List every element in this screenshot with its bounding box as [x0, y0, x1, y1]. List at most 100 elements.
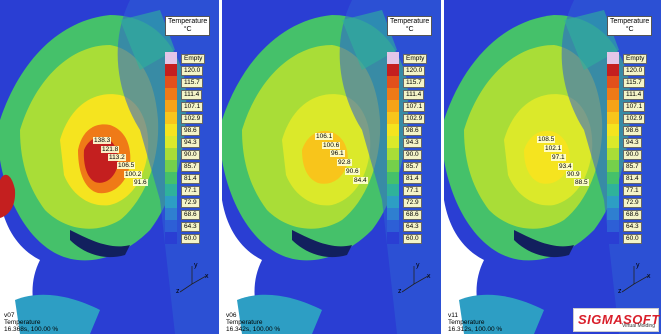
axis-label-x: x: [647, 273, 651, 280]
color-swatch: [607, 88, 619, 100]
probe-value: 121.8: [101, 146, 120, 153]
color-swatch: [387, 220, 399, 232]
probe-value: 138.3: [93, 137, 112, 144]
color-swatch: [387, 172, 399, 184]
legend-tick: 111.4: [623, 90, 645, 100]
color-swatch: [165, 208, 177, 220]
probe-value: 106.5: [117, 162, 136, 169]
legend-tick: 102.9: [403, 114, 426, 124]
axis-triad: [179, 266, 207, 293]
legend-tick: 115.7: [181, 78, 203, 88]
color-swatch: [165, 148, 177, 160]
caption-time: 16.342s, 100.00 %: [226, 326, 281, 333]
caption-quantity: Temperature: [226, 319, 263, 326]
axis-label-y: y: [416, 262, 420, 269]
probe-value: 102.1: [544, 145, 563, 152]
probe-value: 91.6: [133, 179, 148, 186]
caption-version: v06: [226, 312, 237, 319]
brand-logo: SIGMASOFT Virtual Molding: [573, 308, 659, 332]
probe-value: 93.4: [558, 163, 573, 170]
legend-tick: 72.9: [403, 198, 422, 208]
probe-value: 108.5: [537, 136, 556, 143]
brand-logo-text: SIGMASOFT: [578, 312, 660, 327]
color-swatch: [387, 232, 399, 244]
color-swatch-empty: [387, 52, 399, 64]
probe-value: 100.2: [124, 171, 143, 178]
color-swatch: [607, 232, 619, 244]
color-swatch: [607, 148, 619, 160]
legend-title-unit: °C: [405, 26, 414, 33]
legend-tick: 115.7: [403, 78, 425, 88]
legend-empty-label: Empty: [181, 54, 206, 64]
probe-value: 88.5: [574, 179, 589, 186]
legend-tick: 64.3: [403, 222, 422, 232]
color-swatch: [607, 220, 619, 232]
color-swatch: [165, 124, 177, 136]
color-swatch: [165, 100, 177, 112]
legend-tick: 98.6: [623, 126, 642, 136]
legend-tick: 115.7: [623, 78, 645, 88]
panel-caption: v07 Temperature 16.368s, 100.00 %: [4, 312, 58, 333]
legend-tick: 64.3: [623, 222, 642, 232]
color-swatch: [387, 136, 399, 148]
probe-value: 92.8: [337, 159, 352, 166]
color-swatch: [387, 88, 399, 100]
legend-title: Temperature °C: [165, 16, 211, 36]
legend-tick: 81.4: [403, 174, 422, 184]
caption-version: v11: [448, 312, 458, 319]
color-swatch: [607, 172, 619, 184]
simulation-panel-v06: Temperature °C Empty 120.0 115.7 111.4 1…: [222, 0, 441, 334]
axis-label-x: x: [205, 273, 209, 280]
legend-tick: 90.0: [403, 150, 422, 160]
panel-caption: v11 Temperature 16.312s, 100.00 %: [448, 312, 502, 333]
color-swatch: [387, 160, 399, 172]
simulation-panel-v11: Temperature °C Empty 120.0 115.7 111.4 1…: [444, 0, 661, 334]
color-swatch: [165, 160, 177, 172]
color-swatch: [607, 196, 619, 208]
color-swatch: [387, 124, 399, 136]
color-swatch: [607, 112, 619, 124]
legend-title: Temperature °C: [387, 16, 433, 36]
probe-value: 106.1: [315, 133, 334, 140]
legend-tick: 77.1: [403, 186, 422, 196]
legend-tick: 68.6: [623, 210, 642, 220]
panel-caption: v06 Temperature 16.342s, 100.00 %: [226, 312, 280, 333]
color-swatch: [165, 184, 177, 196]
legend-tick: 64.3: [181, 222, 200, 232]
color-swatch-empty: [165, 52, 177, 64]
legend-tick: 90.0: [623, 150, 642, 160]
probe-value: 90.6: [345, 168, 360, 175]
legend-tick: 94.3: [623, 138, 642, 148]
legend-tick: 111.4: [181, 90, 203, 100]
legend-tick: 94.3: [403, 138, 422, 148]
axis-label-z: z: [618, 288, 622, 295]
simulation-panel-v07: Temperature °C Empty 120.0 115.7 111.4 1…: [0, 0, 219, 334]
axis-label-z: z: [176, 288, 180, 295]
color-swatch: [607, 136, 619, 148]
color-swatch: [165, 232, 177, 244]
caption-quantity: Temperature: [4, 319, 41, 326]
probe-value: 97.1: [551, 154, 566, 161]
legend-tick: 111.4: [403, 90, 425, 100]
caption-version: v07: [4, 312, 15, 319]
axis-label-y: y: [194, 262, 198, 269]
axis-triad: [401, 266, 429, 293]
color-swatch: [607, 208, 619, 220]
legend-tick: 60.0: [403, 234, 422, 244]
probe-value: 100.6: [322, 142, 341, 149]
color-swatch: [165, 112, 177, 124]
legend-title-quantity: Temperature: [610, 18, 650, 25]
legend-title-quantity: Temperature: [168, 18, 208, 25]
color-swatch: [165, 76, 177, 88]
color-swatch: [165, 196, 177, 208]
legend-tick: 85.7: [181, 162, 200, 172]
legend-tick: 107.1: [403, 102, 426, 112]
color-swatch: [165, 172, 177, 184]
color-swatch: [607, 124, 619, 136]
legend-tick: 107.1: [623, 102, 646, 112]
color-swatch: [607, 160, 619, 172]
legend-tick: 120.0: [181, 66, 204, 76]
caption-quantity: Temperature: [448, 319, 485, 326]
color-swatch: [387, 184, 399, 196]
